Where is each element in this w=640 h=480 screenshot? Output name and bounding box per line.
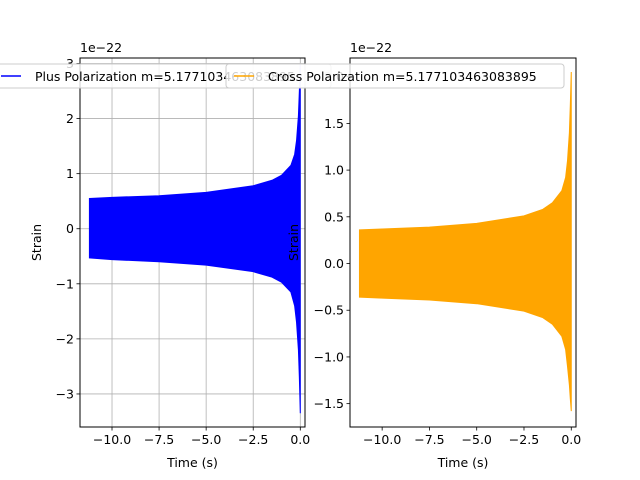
y-tick-label: −1: [56, 276, 74, 291]
y-tick-label: 0: [66, 221, 74, 236]
x-tick-label: −7.5: [144, 432, 174, 447]
axis-offset-text: 1e−22: [80, 40, 122, 55]
y-tick-label: 1.5: [324, 116, 344, 131]
legend-box: [225, 63, 565, 89]
y-axis-label: Strain: [29, 224, 44, 261]
y-tick-label: −1.0: [314, 349, 344, 364]
y-tick-label: 1: [66, 166, 74, 181]
axes-frame: [79, 57, 306, 428]
x-axis-label: Time (s): [437, 455, 489, 470]
y-tick-label: −3: [56, 386, 74, 401]
waveform-series: [358, 71, 572, 412]
x-tick-label: −10.0: [363, 432, 401, 447]
x-tick-label: −5.0: [462, 432, 492, 447]
x-tick-label: −7.5: [414, 432, 444, 447]
x-tick-label: −2.5: [509, 432, 539, 447]
legend-label: Cross Polarization m=5.177103463083895: [268, 69, 537, 84]
y-tick-label: 1.0: [324, 163, 344, 178]
x-tick-label: −10.0: [93, 432, 131, 447]
x-tick-label: 0.0: [290, 432, 310, 447]
y-tick-label: −2: [56, 331, 74, 346]
y-tick-label: −1.5: [314, 396, 344, 411]
y-tick-label: 0.0: [324, 256, 344, 271]
x-axis-label: Time (s): [166, 455, 218, 470]
y-tick-label: −0.5: [314, 303, 344, 318]
axis-offset-text: 1e−22: [350, 40, 392, 55]
y-axis-label: Strain: [286, 224, 301, 261]
axes-frame: [349, 57, 577, 428]
waveform-series: [88, 63, 301, 414]
x-tick-label: 0.0: [561, 432, 581, 447]
x-tick-label: −5.0: [191, 432, 221, 447]
x-tick-label: −2.5: [238, 432, 268, 447]
y-tick-label: 0.5: [324, 209, 344, 224]
y-tick-label: 2: [66, 111, 74, 126]
